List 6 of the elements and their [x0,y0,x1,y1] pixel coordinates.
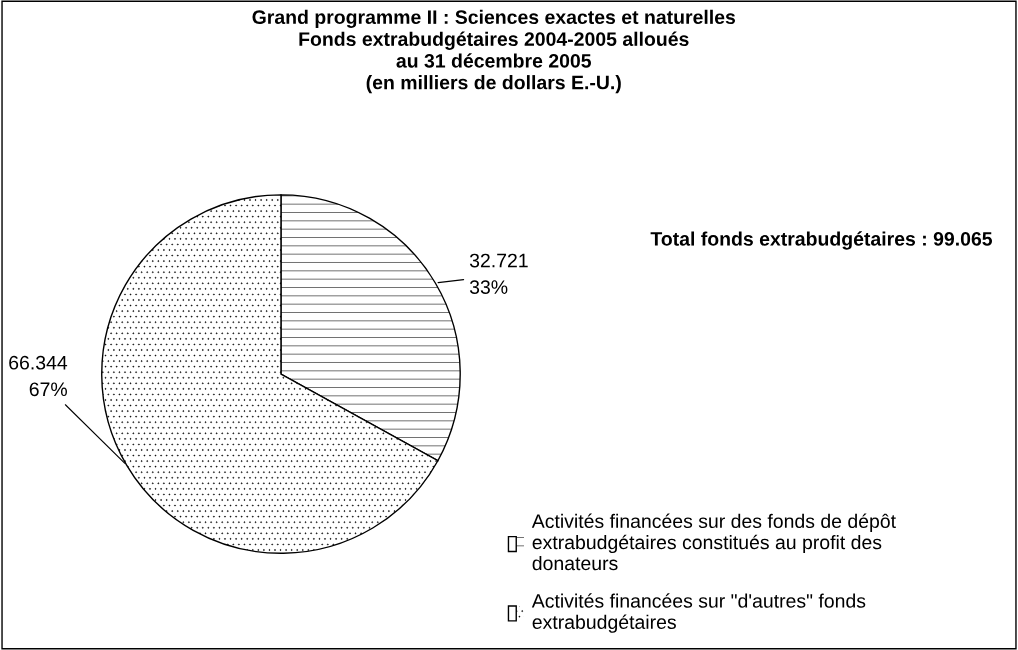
data-label: 32.721 33% [469,253,528,295]
text: Total fonds extrabudgétaires : 99.065 [650,231,993,250]
legend-label: Activités financées sur "d'autres" fonds extrabudgétaires [531,593,866,633]
legend-label: Activités financées sur des fonds de dépôt extrabudgétaires constitués au profit des donateurs [531,513,896,571]
chart-title: Grand programme II : Sciences exactes et naturelles Fonds extrabudgétaires 2004-2005 alloués au 31 décembre 2005 (en milliers de dollars E.-U.) [252,9,736,94]
data-label: 66.344 67% [9,355,68,397]
